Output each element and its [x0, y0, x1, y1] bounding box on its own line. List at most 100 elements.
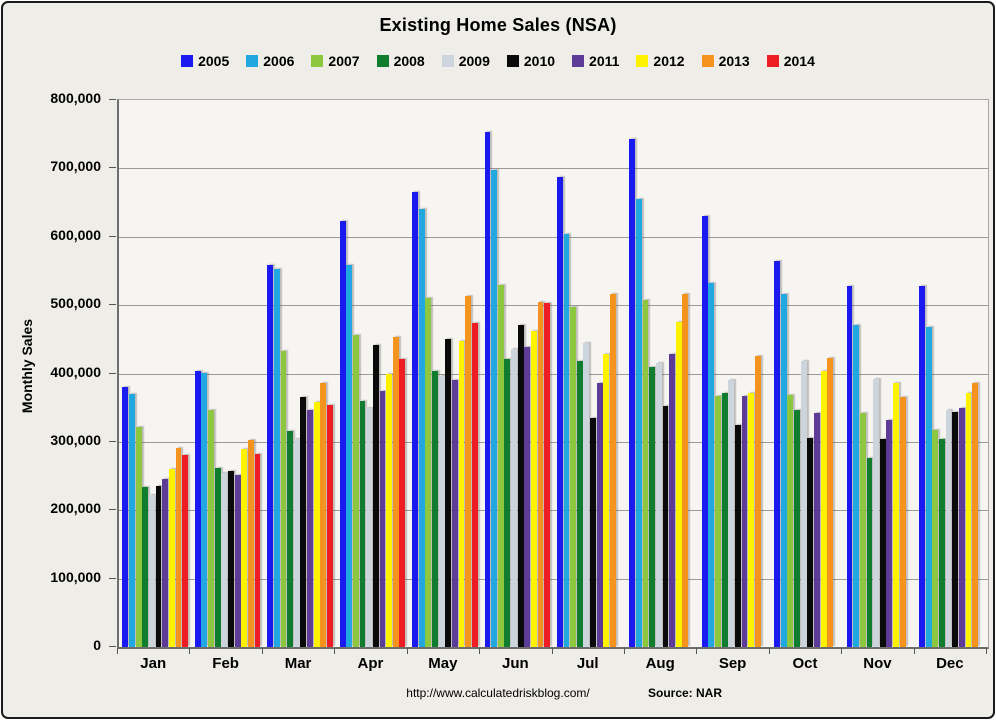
legend-swatch-icon	[701, 55, 714, 67]
bar-2009-apr	[366, 408, 373, 647]
bar-2008-mar	[287, 430, 294, 647]
legend-swatch-icon	[376, 55, 389, 67]
legend-item-2010: 2010	[506, 53, 555, 69]
bars-layer	[119, 100, 988, 647]
bar-2012-sep	[748, 393, 755, 647]
legend-label: 2009	[458, 53, 490, 69]
x-tick-mark	[768, 648, 770, 654]
x-tick-mark	[189, 648, 191, 654]
bar-2014-mar	[327, 404, 333, 647]
bar-2009-may	[438, 376, 445, 647]
bar-2013-jan	[175, 448, 182, 647]
bar-group-feb	[191, 100, 263, 647]
footer-source: Source: NAR	[648, 686, 723, 700]
legend-label: 2005	[198, 53, 230, 69]
legend-swatch-icon	[506, 55, 519, 67]
bar-2006-nov	[853, 324, 860, 647]
bar-2007-may	[425, 298, 432, 647]
bar-2005-jun	[484, 132, 491, 647]
bar-2010-jul	[590, 417, 596, 647]
bar-2013-jul	[610, 293, 616, 647]
y-tick-label: 300,000	[50, 431, 101, 448]
bar-2013-jun	[537, 301, 544, 647]
bar-2011-feb	[234, 474, 241, 647]
gridline	[119, 510, 988, 512]
bar-2006-jun	[491, 169, 497, 647]
y-tick-label: 0	[93, 637, 101, 653]
bar-group-may	[409, 100, 481, 647]
bar-2011-jul	[596, 383, 603, 647]
bar-2005-sep	[701, 216, 708, 647]
x-axis-labels: Jan Feb Mar Apr May Jun Jul Aug Sep Oct Nov Dec	[117, 655, 986, 672]
bar-2014-feb	[254, 454, 261, 647]
legend-swatch-icon	[181, 55, 194, 67]
x-axis-label-oct: Oct	[792, 655, 818, 672]
bar-2010-jun	[517, 324, 524, 647]
bar-2008-jan	[142, 487, 149, 647]
bar-2008-feb	[214, 467, 221, 647]
gridline	[119, 441, 988, 443]
bar-2013-mar	[320, 383, 327, 647]
x-axis-label-apr: Apr	[357, 655, 384, 672]
x-axis-label-jun: Jun	[501, 655, 529, 672]
bar-group-jun	[481, 100, 553, 647]
bar-2008-jun	[504, 359, 511, 647]
x-tick-mark	[986, 648, 987, 654]
bar-2009-aug	[655, 363, 662, 647]
bar-2005-jan	[122, 387, 129, 647]
y-tick-mark	[109, 235, 116, 237]
bar-group-dec	[916, 100, 988, 647]
bar-2011-apr	[379, 391, 386, 647]
bar-2013-nov	[899, 396, 906, 647]
gridline	[119, 305, 988, 307]
bar-2008-aug	[649, 367, 656, 647]
legend-swatch-icon	[246, 55, 259, 67]
bar-2012-aug	[675, 322, 682, 647]
bar-2011-dec	[958, 408, 965, 647]
legend-item-2014: 2014	[766, 53, 815, 69]
x-axis-label-feb: Feb	[212, 655, 239, 672]
x-tick-mark	[696, 648, 698, 654]
bar-2013-sep	[754, 356, 761, 647]
bar-2008-may	[432, 370, 438, 647]
bar-2007-feb	[208, 409, 214, 647]
bar-group-jan	[119, 100, 191, 647]
bar-2013-feb	[247, 439, 254, 647]
x-tick-mark	[117, 648, 118, 654]
x-tick-mark	[479, 648, 481, 654]
bar-group-nov	[843, 100, 915, 647]
y-tick-mark	[109, 99, 116, 100]
legend-item-2006: 2006	[246, 53, 294, 69]
bar-2013-aug	[682, 294, 689, 647]
legend-label: 2006	[263, 53, 295, 69]
bar-2014-jan	[182, 454, 189, 647]
bar-2009-dec	[945, 410, 952, 647]
x-tick-mark	[261, 648, 263, 654]
legend-item-2011: 2011	[572, 53, 619, 69]
legend-item-2013: 2013	[701, 53, 750, 69]
bar-2013-apr	[392, 336, 399, 647]
x-tick-mark	[841, 648, 843, 654]
legend-label: 2013	[718, 53, 750, 69]
y-tick-label: 200,000	[50, 500, 101, 517]
y-tick-mark	[109, 440, 116, 442]
footer-url: http://www.calculatedriskblog.com/	[406, 686, 590, 700]
bar-2009-nov	[873, 378, 880, 647]
bar-2012-apr	[386, 374, 392, 647]
bar-2006-mar	[273, 268, 280, 647]
y-tick-mark	[109, 577, 116, 579]
bar-2007-dec	[932, 429, 939, 647]
bar-2005-oct	[774, 261, 781, 647]
bar-2008-oct	[794, 409, 800, 647]
bar-2005-apr	[339, 221, 346, 647]
bar-group-mar	[264, 100, 336, 647]
bar-2012-dec	[965, 392, 972, 647]
bar-2009-mar	[293, 439, 300, 647]
bar-group-aug	[626, 100, 698, 647]
bar-2010-feb	[228, 470, 234, 647]
legend-item-2012: 2012	[636, 53, 685, 69]
gridline	[119, 236, 988, 238]
y-tick-mark	[109, 646, 116, 647]
bar-2011-sep	[741, 396, 748, 647]
